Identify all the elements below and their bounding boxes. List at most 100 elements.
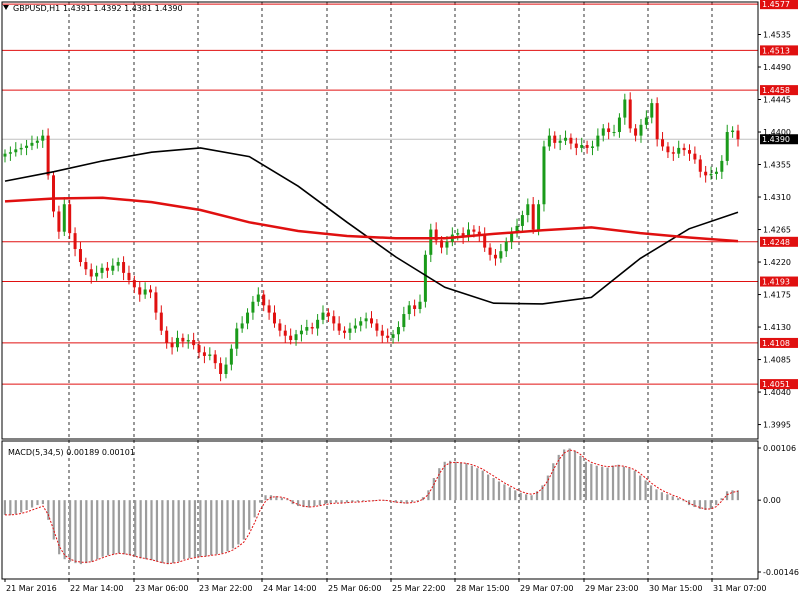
candle-body bbox=[122, 262, 126, 273]
candle-body bbox=[413, 305, 417, 309]
macd-histogram-bar bbox=[226, 500, 229, 552]
candle-body bbox=[682, 147, 686, 151]
macd-histogram-bar bbox=[264, 495, 267, 501]
x-tick-label: 31 Mar 07:00 bbox=[713, 584, 766, 593]
candle-body bbox=[305, 327, 309, 331]
macd-histogram-bar bbox=[633, 470, 636, 501]
macd-histogram-bar bbox=[443, 461, 446, 501]
candle-body bbox=[294, 334, 298, 341]
candle-body bbox=[445, 241, 449, 248]
candle-body bbox=[504, 241, 508, 252]
macd-histogram-bar bbox=[736, 490, 739, 501]
candle-body bbox=[520, 215, 524, 226]
candle-body bbox=[278, 323, 282, 331]
candle-body bbox=[639, 124, 643, 136]
macd-histogram-bar bbox=[74, 500, 77, 564]
macd-histogram-bar bbox=[579, 455, 582, 501]
macd-histogram-bar bbox=[671, 496, 674, 501]
macd-histogram-bar bbox=[96, 500, 99, 560]
macd-histogram-bar bbox=[563, 449, 566, 501]
candle-body bbox=[661, 139, 665, 147]
triangle-down-icon[interactable] bbox=[3, 5, 9, 10]
macd-y-tick-label: -0.00146 bbox=[763, 568, 799, 577]
candle-body bbox=[477, 231, 481, 235]
level-price-label: 1.4248 bbox=[762, 238, 790, 247]
candle-body bbox=[89, 269, 93, 277]
candle-body bbox=[73, 233, 77, 250]
macd-histogram-bar bbox=[63, 500, 66, 560]
candles-layer bbox=[3, 92, 740, 382]
macd-histogram-bar bbox=[280, 497, 283, 501]
macd-histogram-bar bbox=[204, 500, 207, 557]
candle-body bbox=[553, 135, 557, 143]
x-tick-label: 23 Mar 06:00 bbox=[135, 584, 188, 593]
candle-body bbox=[704, 171, 708, 176]
macd-histogram-bar bbox=[373, 500, 376, 501]
candle-body bbox=[687, 150, 691, 154]
candle-body bbox=[423, 254, 427, 302]
x-tick-label: 29 Mar 07:00 bbox=[520, 584, 573, 593]
candle-body bbox=[154, 292, 158, 313]
candle-body bbox=[272, 312, 276, 324]
y-tick-label: 1.4490 bbox=[763, 63, 791, 72]
macd-histogram-bar bbox=[693, 500, 696, 508]
macd-histogram-bar bbox=[155, 500, 159, 562]
macd-histogram-bar bbox=[123, 500, 126, 555]
macd-histogram-bar bbox=[117, 500, 121, 554]
macd-histogram-bar bbox=[698, 500, 701, 510]
candle-body bbox=[78, 249, 82, 263]
candle-body bbox=[456, 233, 460, 235]
candle-body bbox=[326, 312, 330, 317]
macd-histogram-bar bbox=[427, 490, 430, 501]
macd-histogram-bar bbox=[481, 470, 484, 501]
macd-histogram-bar bbox=[660, 492, 663, 501]
level-lines: 1.4577 1.4513 1.4458 1.4248 1.4193 1.4108 1.40… bbox=[2, 0, 798, 390]
x-tick-label: 25 Mar 06:00 bbox=[328, 584, 381, 593]
candle-body bbox=[246, 312, 250, 324]
macd-histogram-bar bbox=[400, 500, 403, 504]
candle-body bbox=[720, 160, 724, 172]
macd-histogram-bar bbox=[9, 500, 12, 515]
candle-body bbox=[235, 328, 239, 349]
candle-body bbox=[731, 130, 735, 133]
macd-histogram-bar bbox=[595, 465, 598, 501]
candle-body bbox=[316, 319, 320, 329]
macd-histogram-bar bbox=[709, 500, 712, 510]
macd-histogram-bar bbox=[79, 500, 83, 565]
candle-body bbox=[175, 337, 179, 348]
candle-body bbox=[332, 316, 336, 324]
macd-histogram-bar bbox=[36, 500, 39, 506]
macd-histogram-bar bbox=[351, 500, 354, 503]
candle-body bbox=[35, 140, 39, 143]
macd-histogram-bar bbox=[302, 500, 305, 508]
candle-body bbox=[537, 204, 541, 230]
macd-histogram-bar bbox=[601, 466, 604, 501]
candle-body bbox=[714, 171, 718, 174]
macd-histogram-bar bbox=[275, 496, 278, 501]
x-tick-label: 29 Mar 23:00 bbox=[585, 584, 638, 593]
macd-histogram-bar bbox=[166, 500, 169, 565]
y-tick-label: 1.4355 bbox=[763, 161, 791, 170]
y-tick-label: 1.4445 bbox=[763, 96, 791, 105]
candle-body bbox=[601, 128, 605, 136]
candle-body bbox=[240, 323, 244, 329]
macd-histogram-bar bbox=[454, 461, 457, 501]
macd-histogram-bar bbox=[144, 500, 148, 560]
candle-body bbox=[612, 132, 616, 134]
candle-body bbox=[677, 147, 681, 154]
macd-histogram-bar bbox=[14, 500, 17, 514]
macd-histogram-bar bbox=[666, 494, 669, 501]
macd-layer bbox=[3, 448, 739, 565]
candle-body bbox=[391, 334, 395, 338]
candle-body bbox=[725, 132, 729, 161]
candle-body bbox=[95, 272, 99, 277]
candle-body bbox=[149, 289, 153, 293]
candle-body bbox=[693, 153, 697, 160]
candle-body bbox=[267, 305, 271, 313]
candle-body bbox=[208, 354, 212, 356]
candle-body bbox=[461, 233, 465, 237]
candle-body bbox=[617, 117, 621, 133]
candle-body bbox=[580, 145, 584, 148]
